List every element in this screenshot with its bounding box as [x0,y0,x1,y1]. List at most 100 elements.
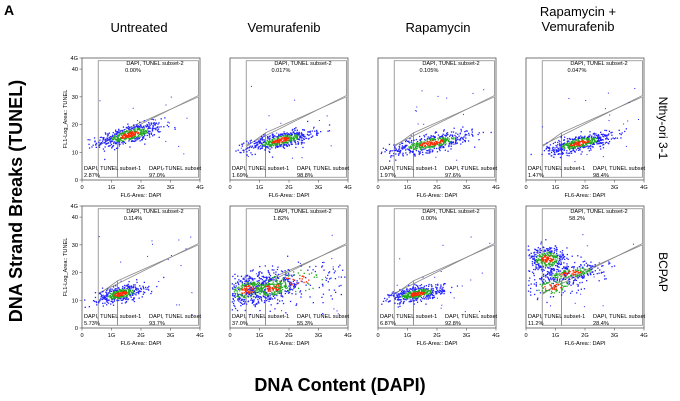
event-point [405,297,407,299]
event-points [380,89,492,169]
event-point [553,280,555,282]
event-point [139,136,141,138]
event-point [596,141,598,143]
event-point [117,298,119,300]
event-point [411,150,413,152]
event-point [561,294,563,296]
event-point [287,133,290,135]
event-point [137,131,139,133]
event-point [390,156,392,158]
event-point [250,292,252,294]
x-tick-label: 0 [80,333,83,339]
event-point [283,131,285,133]
event-point [555,288,558,290]
event-point [556,281,558,283]
event-point [256,291,258,293]
event-point [137,292,140,294]
event-point [254,278,256,280]
event-point [620,137,622,139]
event-point [421,146,423,148]
event-point [301,281,303,283]
event-point [418,153,420,156]
event-point [276,132,278,134]
event-point [555,149,558,151]
event-point [281,138,283,140]
x-tick-label: 4G [196,333,203,339]
event-point [547,254,549,256]
event-point [111,146,114,148]
event-point [399,302,401,304]
event-point [250,283,252,285]
event-point [542,280,544,282]
event-point [112,138,114,141]
event-point [256,282,259,285]
event-point [553,255,556,257]
event-point [128,140,130,142]
event-point [132,134,134,136]
event-points [87,96,188,170]
event-point [152,124,154,127]
event-point [568,283,570,285]
event-point [250,152,252,154]
event-point [271,283,273,285]
event-point [558,270,560,272]
event-point [439,146,442,148]
event-point [135,294,137,296]
event-point [428,294,430,297]
event-point [233,291,236,293]
event-point [581,276,583,278]
event-point [600,138,602,140]
event-point [170,96,172,98]
event-point [149,133,151,135]
event-point [405,144,407,146]
event-point [540,269,543,271]
event-point [261,138,263,140]
event-point [118,131,120,133]
event-point [138,290,140,293]
event-point [417,298,419,300]
event-point [306,133,309,135]
event-point [132,287,134,289]
event-point [417,143,419,145]
event-point [118,289,120,291]
event-point [95,144,97,146]
event-point [94,140,96,142]
event-point [134,132,137,135]
event-point [254,304,256,306]
event-point [560,135,562,138]
event-point [412,297,414,299]
event-point [578,143,580,146]
event-point [603,275,606,277]
event-point [278,287,280,289]
event-point [558,150,560,152]
event-point [259,138,262,140]
event-point [285,272,287,274]
event-point [623,123,625,125]
event-point [257,287,259,289]
event-point [156,285,158,288]
event-point [298,139,300,141]
event-point [288,133,290,136]
event-point [553,274,555,276]
event-point [107,142,109,144]
event-point [570,152,573,154]
event-point [401,142,404,144]
event-point [151,290,153,293]
event-point [566,273,568,276]
event-point [118,143,120,145]
event-point [407,293,409,295]
event-point [274,308,276,310]
event-point [122,131,124,134]
event-point [105,291,107,293]
event-point [549,274,551,276]
flow-plot: DAPI, TUNEL subset-21.82%DAPI, TUNEL sub… [228,205,352,347]
event-point [562,278,565,280]
event-point [451,137,453,139]
event-point [414,286,416,289]
event-point [275,143,277,145]
event-point [554,245,556,247]
event-point [432,289,435,292]
event-point [416,288,418,290]
event-point [569,152,571,154]
event-point [271,279,273,281]
